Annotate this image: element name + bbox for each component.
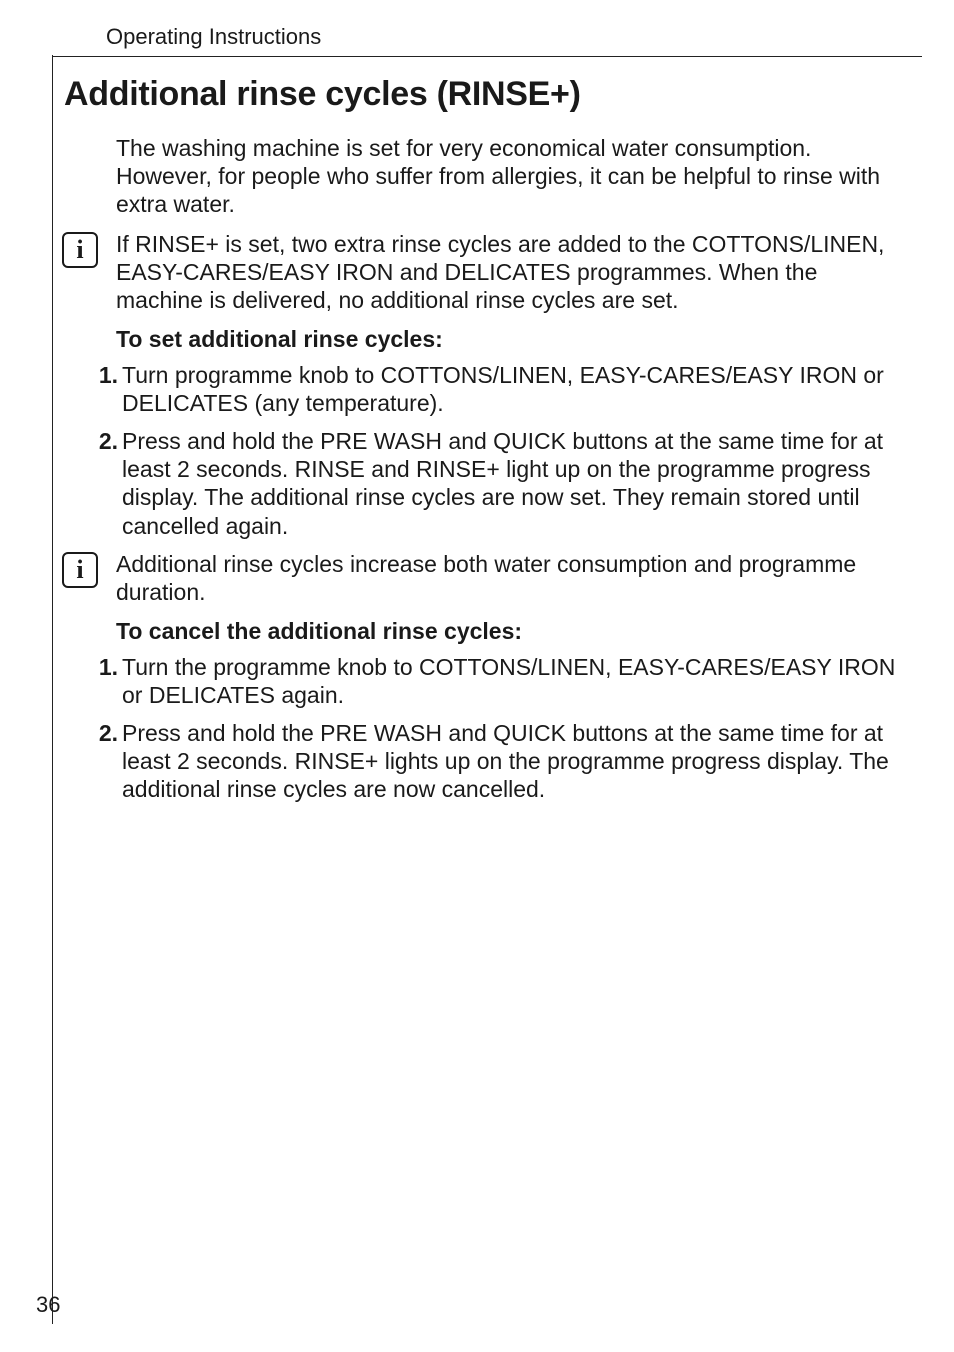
cancel-step-2: 2. Press and hold the PRE WASH and QUICK… bbox=[90, 719, 908, 803]
info-icon: i bbox=[62, 552, 98, 588]
list-text: Turn the programme knob to COTTONS/LINEN… bbox=[122, 653, 908, 709]
intro-paragraph: The washing machine is set for very econ… bbox=[116, 134, 908, 218]
running-title: Operating Instructions bbox=[106, 24, 321, 49]
list-number: 1. bbox=[90, 653, 118, 709]
page-number: 36 bbox=[36, 1292, 60, 1318]
cancel-section: To cancel the additional rinse cycles: 1… bbox=[116, 618, 908, 803]
list-number: 2. bbox=[90, 719, 118, 803]
vertical-rule bbox=[52, 55, 53, 1324]
info-icon-col: i bbox=[62, 230, 116, 268]
page-title: Additional rinse cycles (RINSE+) bbox=[64, 75, 918, 114]
content-area: Additional rinse cycles (RINSE+) The was… bbox=[56, 57, 918, 803]
cancel-step-1: 1. Turn the programme knob to COTTONS/LI… bbox=[90, 653, 908, 709]
info-note-2-text: Additional rinse cycles increase both wa… bbox=[116, 550, 908, 606]
list-text: Press and hold the PRE WASH and QUICK bu… bbox=[122, 427, 908, 539]
set-step-2: 2. Press and hold the PRE WASH and QUICK… bbox=[90, 427, 908, 539]
running-header: Operating Instructions bbox=[56, 24, 918, 56]
list-text: Turn programme knob to COTTONS/LINEN, EA… bbox=[122, 361, 908, 417]
intro-block: The washing machine is set for very econ… bbox=[116, 134, 908, 218]
set-heading: To set additional rinse cycles: bbox=[116, 326, 908, 353]
set-section: To set additional rinse cycles: 1. Turn … bbox=[116, 326, 908, 539]
info-note-2: i Additional rinse cycles increase both … bbox=[62, 550, 918, 606]
info-note-1: i If RINSE+ is set, two extra rinse cycl… bbox=[62, 230, 918, 314]
cancel-heading: To cancel the additional rinse cycles: bbox=[116, 618, 908, 645]
set-step-1: 1. Turn programme knob to COTTONS/LINEN,… bbox=[90, 361, 908, 417]
info-icon: i bbox=[62, 232, 98, 268]
list-number: 2. bbox=[90, 427, 118, 539]
list-number: 1. bbox=[90, 361, 118, 417]
info-icon-col: i bbox=[62, 550, 116, 588]
info-note-1-text: If RINSE+ is set, two extra rinse cycles… bbox=[116, 230, 908, 314]
page-container: Operating Instructions Additional rinse … bbox=[0, 0, 954, 1352]
list-text: Press and hold the PRE WASH and QUICK bu… bbox=[122, 719, 908, 803]
